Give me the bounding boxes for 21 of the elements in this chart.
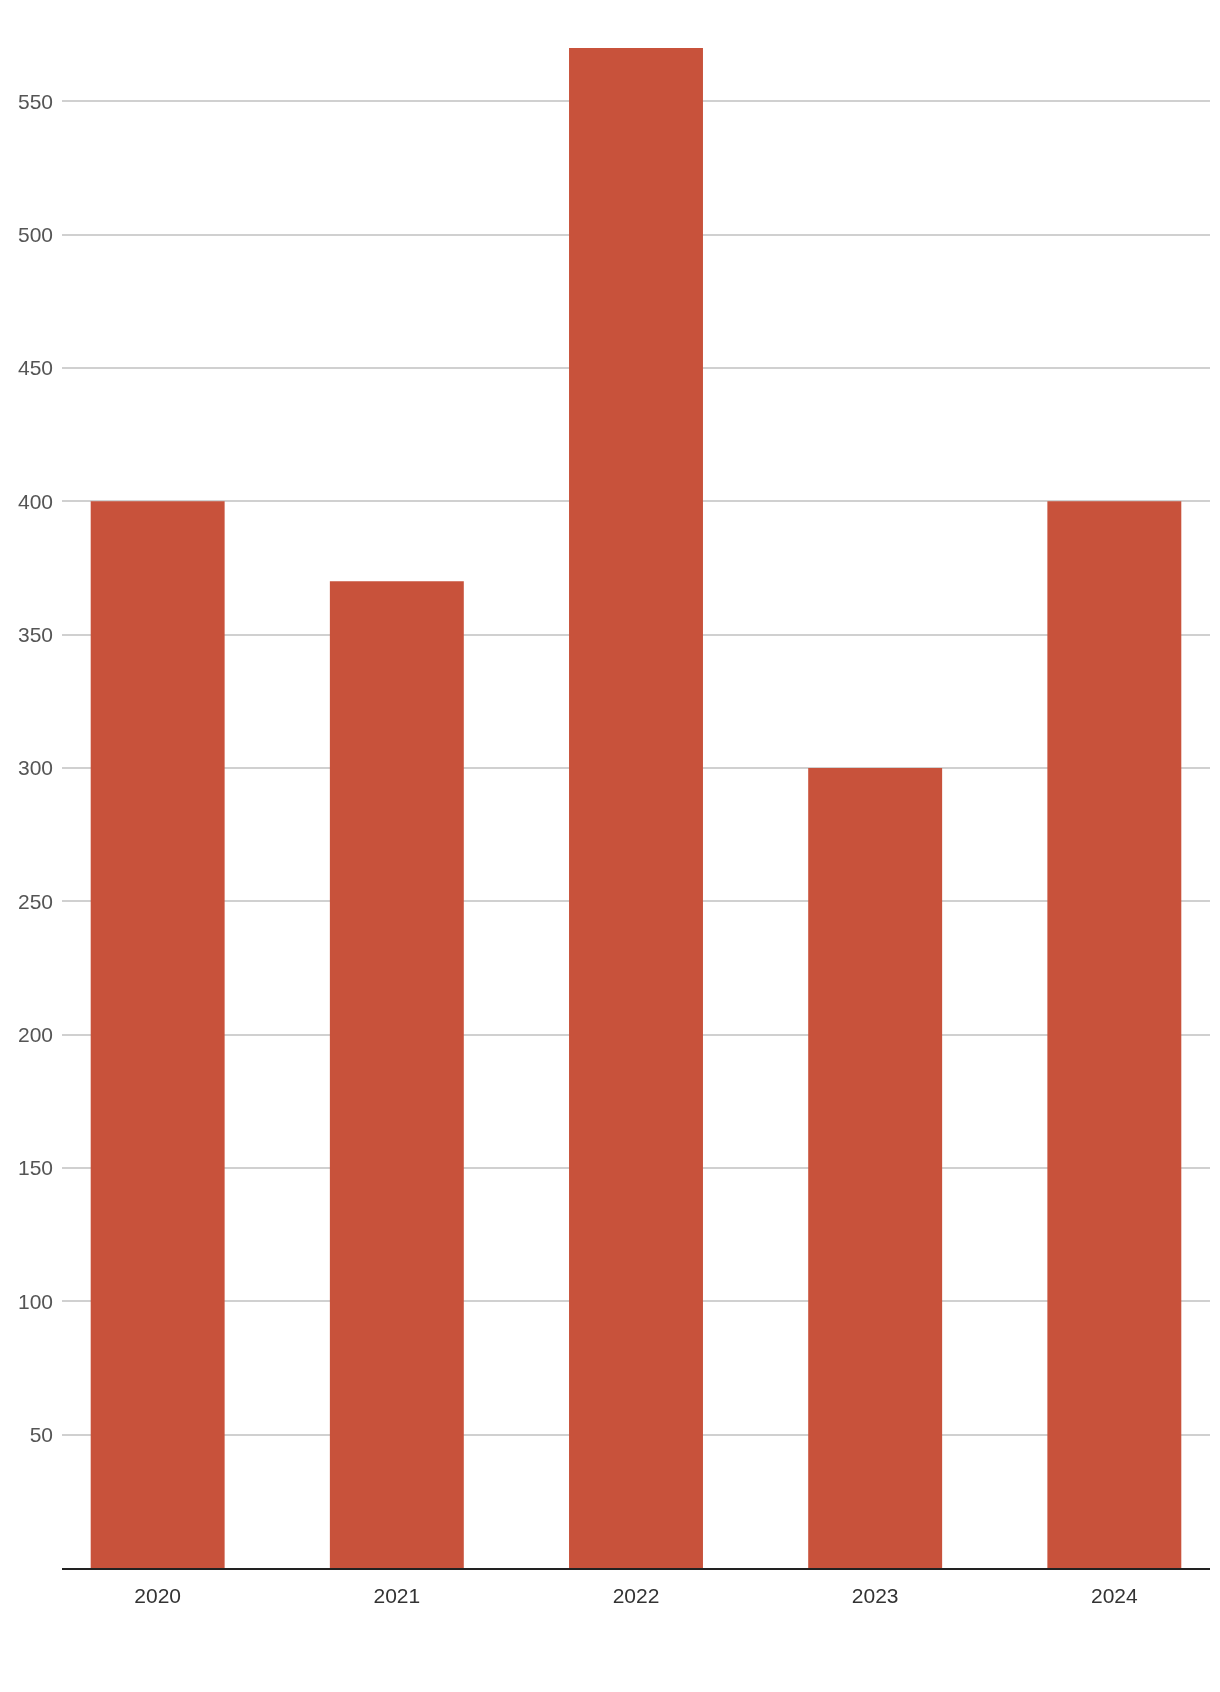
y-tick-label: 250 <box>17 889 53 913</box>
y-tick-label: 300 <box>17 756 53 780</box>
x-tick-label: 2020 <box>134 1584 182 1608</box>
bar <box>1047 501 1182 1568</box>
bar <box>569 48 703 1568</box>
bar <box>90 501 225 1568</box>
bar <box>808 768 943 1568</box>
x-tick-label: 2023 <box>851 1584 899 1608</box>
y-tick-label: 350 <box>17 623 53 647</box>
y-tick-label: 50 <box>29 1423 53 1447</box>
y-tick-label: 500 <box>17 223 53 247</box>
bar <box>329 581 464 1568</box>
y-tick-label: 150 <box>17 1156 53 1180</box>
x-tick-label: 2021 <box>373 1584 421 1608</box>
x-tick-label: 2022 <box>612 1584 660 1608</box>
y-tick-label: 550 <box>17 89 53 113</box>
y-tick-label: 450 <box>17 356 53 380</box>
x-tick-label: 2024 <box>1090 1584 1139 1608</box>
y-tick-label: 100 <box>17 1289 53 1313</box>
y-tick-label: 200 <box>17 1023 53 1047</box>
y-tick-label: 400 <box>17 489 53 513</box>
